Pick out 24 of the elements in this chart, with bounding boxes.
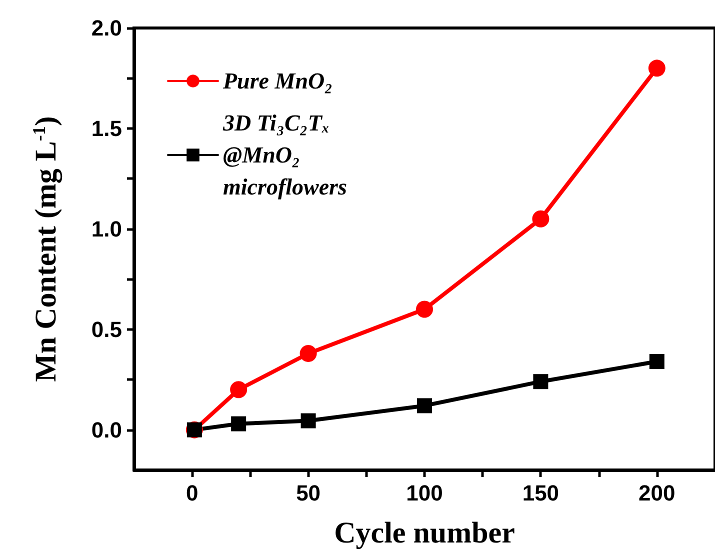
y-tick-label: 1.0 bbox=[91, 216, 122, 242]
x-tick-label: 0 bbox=[186, 480, 198, 506]
point bbox=[231, 416, 246, 432]
x-axis-title: Cycle number bbox=[334, 516, 515, 550]
point bbox=[533, 374, 548, 390]
y-tick-label: 0.5 bbox=[91, 316, 122, 342]
x-tick-label: 150 bbox=[522, 480, 560, 506]
x-tick-label: 100 bbox=[406, 480, 443, 506]
y-axis-title: Mn Content (mg L-1) bbox=[29, 116, 62, 382]
y-tick-label: 0.0 bbox=[91, 417, 122, 442]
point bbox=[300, 413, 316, 428]
y-tick-label: 1.5 bbox=[91, 116, 122, 141]
point bbox=[648, 60, 666, 77]
point bbox=[417, 398, 432, 414]
legend-label: Pure MnO₂ bbox=[222, 68, 333, 94]
point bbox=[649, 354, 664, 370]
point bbox=[230, 381, 248, 398]
y-tick-label: 2.0 bbox=[91, 16, 122, 40]
legend-label: 3D Ti₃C₂Tₓ@MnO₂ microflowers bbox=[222, 110, 347, 200]
x-tick-label: 200 bbox=[638, 480, 676, 506]
point bbox=[300, 344, 317, 362]
point bbox=[416, 300, 433, 318]
x-tick-label: 50 bbox=[296, 480, 321, 506]
point bbox=[532, 210, 550, 228]
